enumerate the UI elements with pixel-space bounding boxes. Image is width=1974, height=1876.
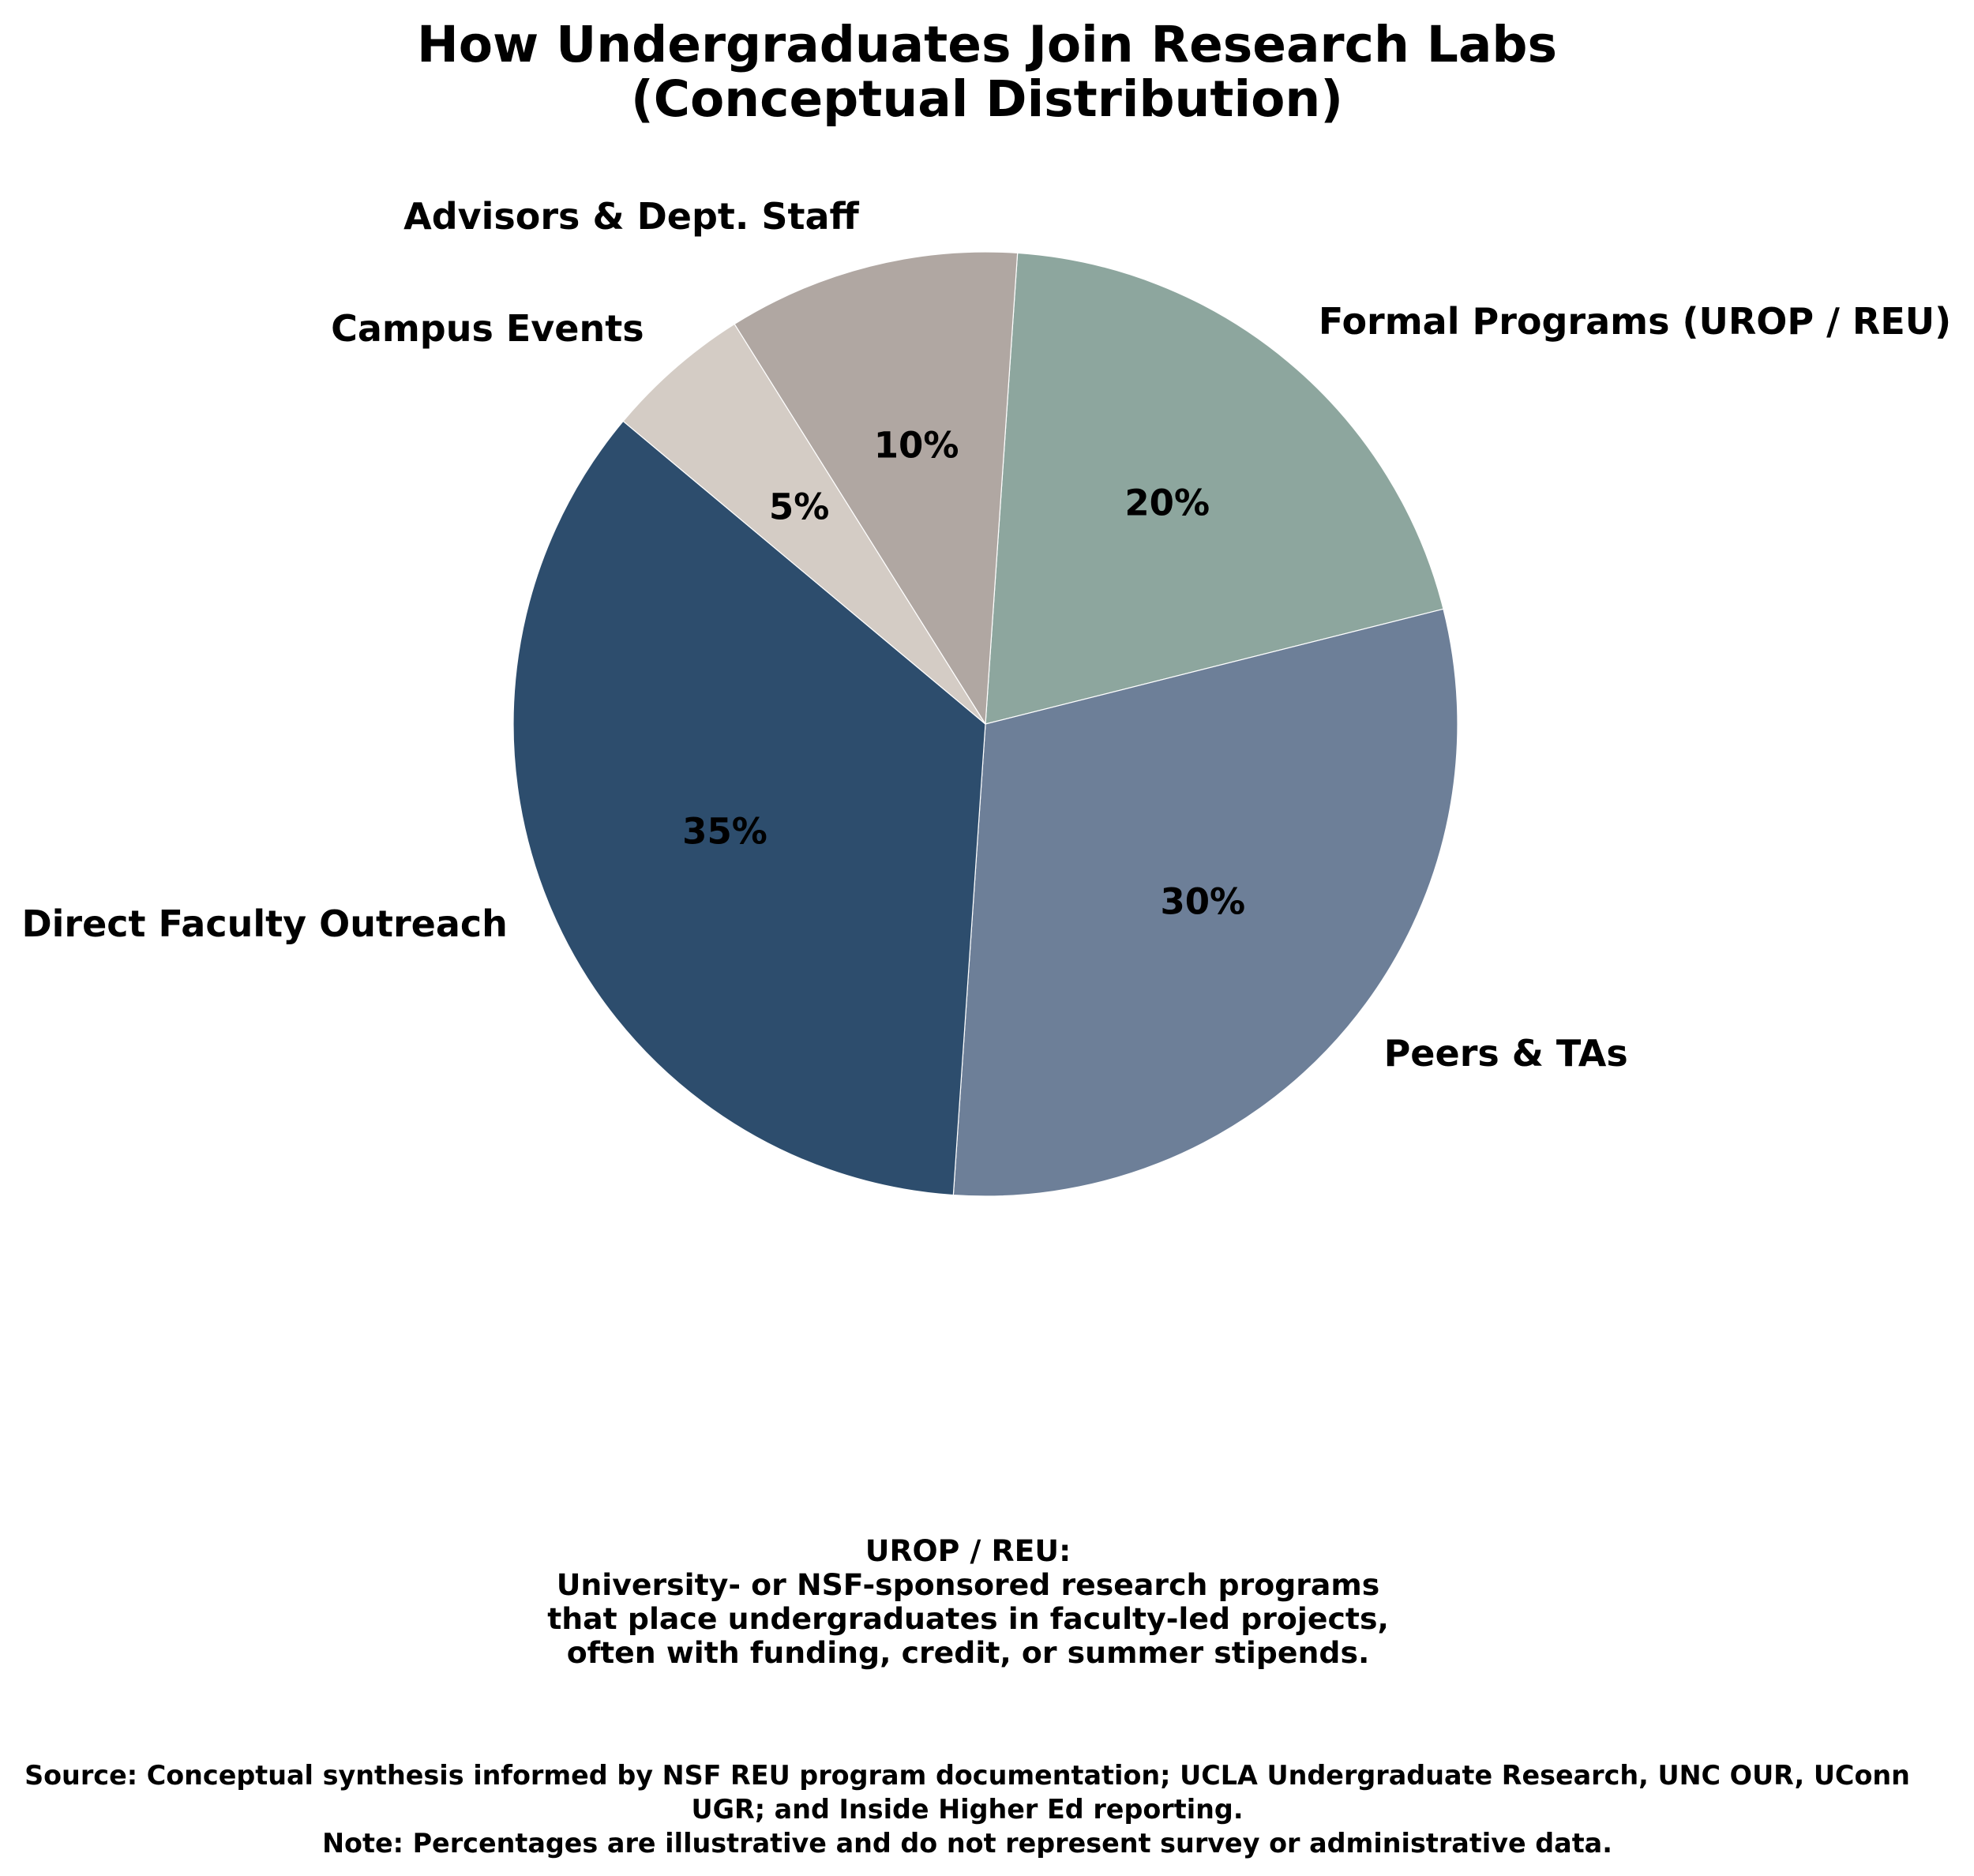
chart-title: How Undergraduates Join Research Labs (C…: [0, 17, 1974, 126]
percent-label-campus-events: 5%: [768, 486, 830, 528]
source-note-block: Source: Conceptual synthesis informed by…: [24, 1758, 1910, 1860]
pie-slice-campus-events: [622, 323, 986, 725]
annotation-line: UROP / REU:: [865, 1533, 1071, 1568]
note-line: Note: Percentages are illustrative and d…: [322, 1828, 1612, 1859]
percent-label-formal-programs-urop-reu: 20%: [1124, 482, 1210, 524]
chart-title-line1: How Undergraduates Join Research Labs: [417, 16, 1557, 73]
slice-label-direct-faculty-outreach: Direct Faculty Outreach: [21, 902, 508, 946]
slice-label-formal-programs-urop-reu: Formal Programs (UROP / REU): [1318, 300, 1952, 343]
slice-label-peers-tas: Peers & TAs: [1383, 1031, 1628, 1075]
slice-label-campus-events: Campus Events: [331, 307, 644, 351]
percent-label-direct-faculty-outreach: 35%: [682, 810, 767, 853]
pie-slice-peers-tas: [952, 608, 1458, 1197]
percent-label-peers-tas: 30%: [1160, 880, 1246, 923]
pie-slice-direct-faculty-outreach: [512, 420, 986, 1196]
slice-label-advisors-dept-staff: Advisors & Dept. Staff: [403, 195, 859, 238]
annotation-line: often with funding, credit, or summer st…: [566, 1635, 1370, 1670]
annotation-line: that place undergraduates in faculty-led…: [547, 1601, 1389, 1636]
chart-title-line2: (Conceptual Distribution): [630, 70, 1344, 128]
annotation-block: UROP / REU: University- or NSF-sponsored…: [547, 1534, 1389, 1670]
annotation-line: University- or NSF-sponsored research pr…: [556, 1567, 1380, 1602]
pie-slice-advisors-dept-staff: [734, 251, 1019, 725]
source-line: Source: Conceptual synthesis informed by…: [24, 1760, 1910, 1791]
pie-slice-formal-programs-urop-reu: [985, 252, 1444, 725]
percent-label-advisors-dept-staff: 10%: [873, 424, 959, 467]
pie-wedges: [512, 251, 1458, 1197]
source-line: UGR; and Inside Higher Ed reporting.: [691, 1794, 1244, 1825]
